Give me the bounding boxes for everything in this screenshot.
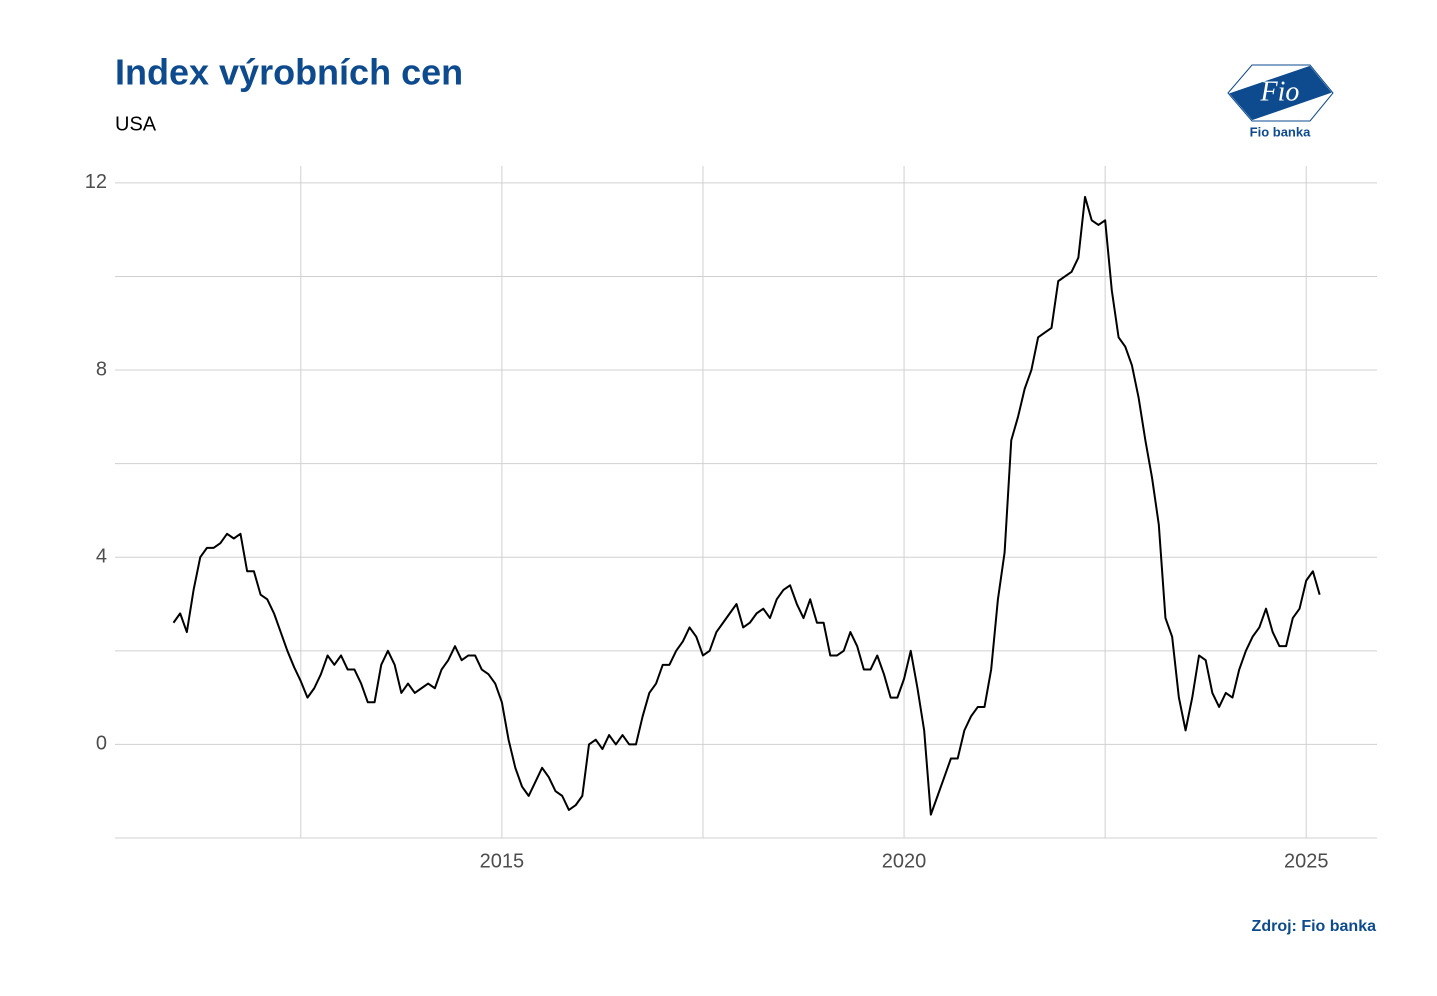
x-tick-label: 2025	[1284, 850, 1329, 872]
y-tick-label: 8	[96, 358, 107, 380]
y-tick-label: 4	[96, 546, 107, 568]
y-tick-label: 0	[96, 733, 107, 755]
y-tick-label: 12	[85, 171, 107, 193]
logo: Fio Fio banka	[1226, 64, 1335, 139]
x-tick-label: 2015	[480, 850, 525, 872]
logo-outline	[1227, 64, 1334, 122]
chart-title: Index výrobních cen	[115, 52, 463, 93]
logo-mark: Fio	[1260, 76, 1300, 107]
logo-caption: Fio banka	[1250, 124, 1311, 139]
chart-subtitle: USA	[115, 113, 157, 135]
source: Zdroj: Fio banka	[1252, 918, 1377, 935]
data-line	[172, 195, 1321, 816]
x-tick-label: 2020	[882, 850, 927, 872]
